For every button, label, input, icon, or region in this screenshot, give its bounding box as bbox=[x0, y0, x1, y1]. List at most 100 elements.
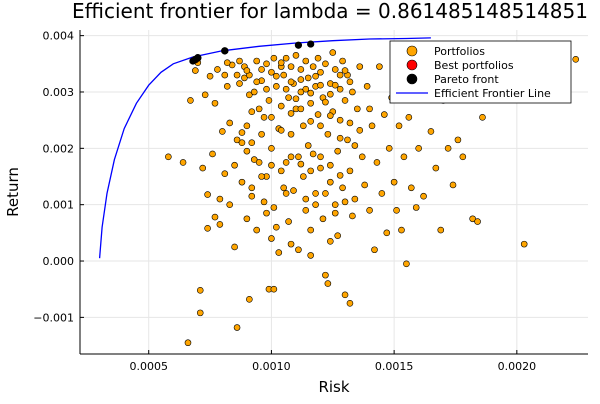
portfolios-point bbox=[317, 122, 324, 130]
portfolios-point bbox=[339, 184, 346, 192]
x-axis-label: Risk bbox=[318, 378, 349, 396]
portfolios-point bbox=[292, 95, 300, 103]
y-tick-label: 0.001 bbox=[43, 199, 75, 212]
portfolios-point bbox=[196, 287, 204, 294]
portfolios-point bbox=[187, 97, 194, 104]
legend-label: Pareto front bbox=[434, 73, 499, 86]
portfolios-point bbox=[233, 136, 241, 144]
portfolios-point bbox=[378, 190, 386, 197]
portfolios-point bbox=[366, 207, 373, 214]
axes: 0.0005 0.0010 0.0015 0.0020 −0.001 0.000 0.001… bbox=[33, 30, 588, 373]
portfolios-point bbox=[302, 195, 310, 203]
pareto-front-point bbox=[307, 40, 315, 48]
portfolios-point bbox=[408, 184, 415, 192]
portfolios-point bbox=[287, 63, 295, 70]
portfolios-point bbox=[336, 172, 344, 179]
portfolios-point bbox=[437, 226, 445, 234]
portfolios-point bbox=[341, 97, 349, 104]
y-tick-label: 0.003 bbox=[43, 86, 75, 99]
portfolios-point bbox=[383, 229, 391, 237]
portfolios-point bbox=[346, 167, 354, 175]
portfolios-point bbox=[349, 212, 356, 220]
portfolios-point bbox=[275, 249, 283, 256]
portfolios-point bbox=[363, 83, 371, 90]
portfolios-point bbox=[253, 78, 260, 86]
portfolios-point bbox=[216, 221, 224, 228]
portfolios-point bbox=[270, 204, 278, 211]
portfolios-point bbox=[297, 105, 305, 113]
portfolios-point bbox=[327, 178, 334, 186]
portfolios-point bbox=[219, 128, 226, 135]
portfolios-point bbox=[444, 145, 452, 152]
portfolios-point bbox=[395, 122, 403, 130]
portfolios-point bbox=[263, 209, 270, 217]
portfolios-point bbox=[223, 83, 231, 90]
portfolios-point bbox=[304, 142, 312, 149]
portfolios-point bbox=[253, 57, 260, 65]
portfolios-point bbox=[405, 114, 413, 121]
portfolios-point bbox=[331, 81, 339, 89]
portfolios-point bbox=[351, 195, 359, 203]
portfolios-point bbox=[209, 150, 216, 158]
portfolios-point bbox=[287, 110, 295, 117]
portfolios-point bbox=[255, 159, 263, 166]
portfolios-point bbox=[273, 83, 280, 90]
portfolios-point bbox=[322, 271, 329, 279]
portfolios-point bbox=[238, 178, 246, 186]
portfolios-point bbox=[317, 81, 324, 89]
portfolios-point bbox=[287, 78, 295, 86]
portfolios-point bbox=[336, 134, 344, 142]
portfolios-point bbox=[319, 215, 327, 223]
legend-label: Efficient Frontier Line bbox=[434, 87, 551, 100]
portfolios-point bbox=[268, 161, 275, 169]
portfolios-point bbox=[211, 213, 219, 221]
portfolios-point bbox=[280, 71, 287, 79]
portfolios-point bbox=[273, 72, 280, 80]
portfolios-point bbox=[273, 223, 280, 231]
portfolios-point bbox=[258, 66, 265, 73]
portfolios-point bbox=[415, 145, 422, 152]
portfolios-point bbox=[270, 54, 278, 62]
portfolios-point bbox=[297, 66, 305, 73]
portfolios-point bbox=[297, 160, 305, 168]
portfolios-point bbox=[226, 119, 234, 127]
portfolios-point bbox=[322, 190, 329, 197]
portfolios-point bbox=[268, 235, 275, 242]
portfolios-point bbox=[474, 218, 481, 225]
portfolios-point bbox=[282, 54, 290, 62]
portfolios-point bbox=[327, 161, 334, 169]
portfolios-point bbox=[236, 57, 243, 65]
portfolios-point bbox=[398, 226, 405, 234]
portfolios-point bbox=[312, 72, 319, 80]
portfolios-point bbox=[277, 167, 285, 175]
x-tick-label: 0.0005 bbox=[129, 360, 168, 373]
portfolios-point bbox=[366, 105, 373, 113]
portfolios-point bbox=[432, 164, 440, 172]
portfolios-point bbox=[238, 139, 246, 146]
portfolios-point bbox=[297, 76, 305, 83]
portfolios-point bbox=[329, 49, 337, 56]
portfolios-point bbox=[248, 139, 256, 146]
portfolios-point bbox=[412, 204, 420, 211]
portfolios-point bbox=[221, 71, 229, 79]
portfolios-point bbox=[341, 198, 349, 206]
portfolios-point bbox=[331, 209, 339, 217]
portfolios-point bbox=[469, 215, 476, 223]
portfolios-point bbox=[393, 207, 400, 214]
portfolios-point bbox=[246, 296, 253, 303]
portfolios-point bbox=[282, 190, 290, 197]
portfolios-point bbox=[317, 68, 324, 76]
efficient-frontier-line bbox=[98, 37, 431, 259]
portfolios-point bbox=[268, 68, 275, 76]
portfolios-point bbox=[324, 130, 332, 138]
portfolios-point bbox=[334, 232, 341, 239]
portfolios-point bbox=[258, 130, 265, 138]
y-tick-label: 0.004 bbox=[43, 30, 75, 43]
portfolios-point bbox=[327, 112, 334, 119]
portfolios-point bbox=[243, 122, 251, 130]
portfolios-point bbox=[238, 129, 246, 136]
x-tick-label: 0.0010 bbox=[252, 360, 291, 373]
y-tick-label: 0.002 bbox=[43, 142, 75, 155]
portfolios-point bbox=[246, 91, 253, 99]
